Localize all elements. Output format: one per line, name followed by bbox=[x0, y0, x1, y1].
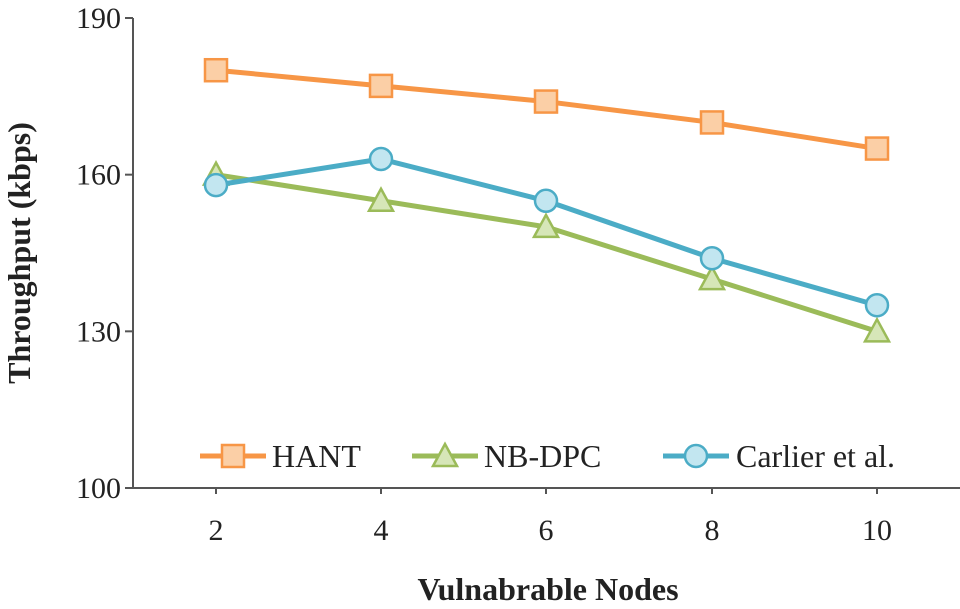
y-tick-label: 190 bbox=[76, 2, 121, 35]
legend-item: NB-DPC bbox=[412, 438, 601, 474]
data-point bbox=[699, 110, 725, 135]
data-point bbox=[864, 136, 890, 161]
x-tick-label: 6 bbox=[539, 514, 554, 547]
y-ticks: 100 130 160 190 bbox=[76, 2, 133, 505]
x-tick-label: 2 bbox=[209, 514, 224, 547]
data-point bbox=[366, 186, 396, 213]
y-tick-label: 160 bbox=[76, 159, 121, 192]
x-tick-label: 4 bbox=[374, 514, 389, 547]
data-point bbox=[862, 316, 892, 343]
data-point bbox=[203, 172, 229, 198]
data-point bbox=[531, 212, 561, 239]
legend-marker bbox=[683, 443, 709, 469]
x-tick-label: 8 bbox=[705, 514, 720, 547]
data-point bbox=[368, 146, 394, 172]
data-point bbox=[203, 57, 229, 83]
y-axis-title: Throughput (kbps) bbox=[1, 122, 37, 384]
series-hant bbox=[203, 57, 890, 161]
legend-marker bbox=[220, 443, 246, 469]
data-point bbox=[699, 245, 725, 271]
legend-label: NB-DPC bbox=[484, 438, 601, 474]
y-tick-label: 100 bbox=[76, 472, 121, 505]
data-point bbox=[368, 73, 394, 99]
x-tick-label: 10 bbox=[862, 514, 892, 547]
data-point bbox=[697, 264, 727, 291]
legend-marker bbox=[430, 441, 460, 468]
legend-item: HANT bbox=[200, 438, 361, 474]
data-point bbox=[533, 89, 559, 114]
x-axis-title: Vulnabrable Nodes bbox=[417, 571, 678, 607]
legend-item: Carlier et al. bbox=[663, 438, 895, 474]
legend-label: Carlier et al. bbox=[736, 438, 895, 474]
axes bbox=[132, 18, 960, 489]
x-ticks: 2 4 6 8 10 bbox=[209, 488, 892, 547]
legend: HANT NB-DPC Carlier et al. bbox=[200, 438, 895, 474]
legend-label: HANT bbox=[272, 438, 361, 474]
data-point bbox=[533, 188, 559, 214]
series-carlier-et-al- bbox=[203, 146, 890, 318]
y-tick-label: 130 bbox=[76, 315, 121, 348]
series-layer bbox=[201, 57, 892, 343]
data-point bbox=[864, 292, 890, 318]
